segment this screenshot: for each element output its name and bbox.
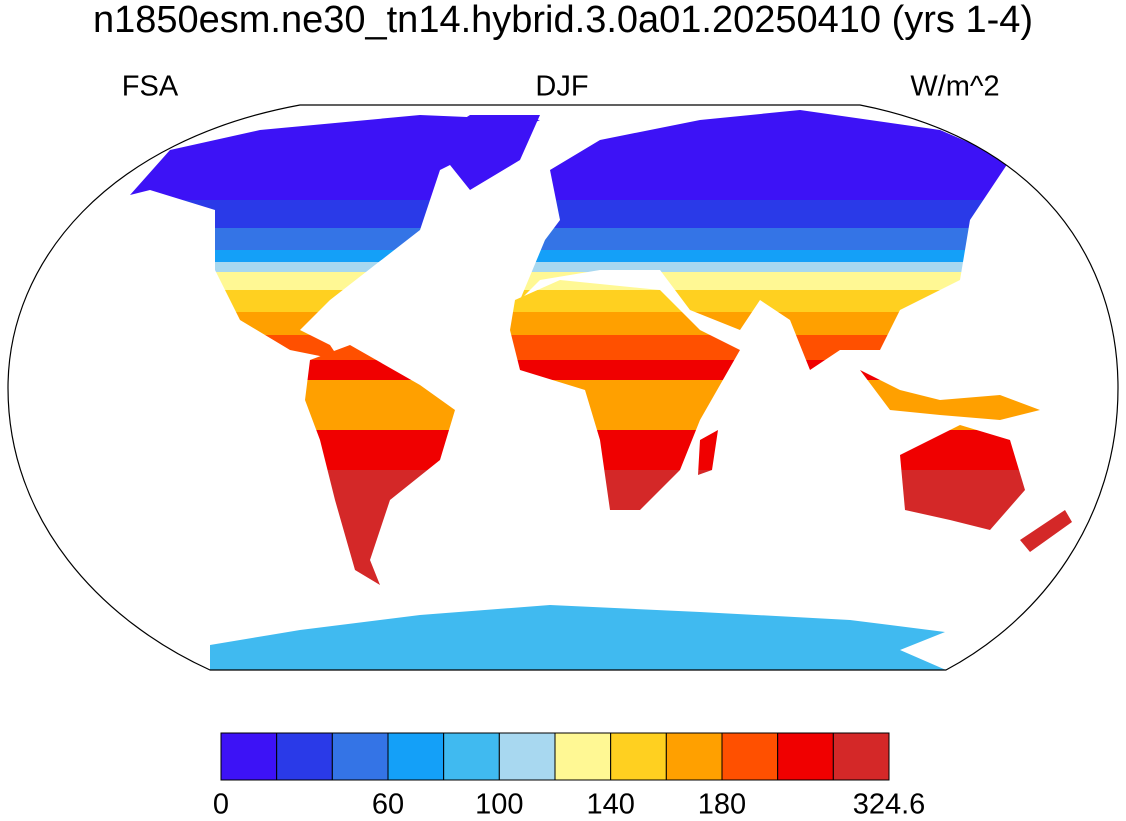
field-band <box>130 250 1072 262</box>
right-string: W/m^2 <box>910 71 999 103</box>
field-band <box>130 312 1072 335</box>
field-band <box>130 272 1072 290</box>
colorbar: 0 60 100 140 180 324.6 <box>213 732 926 821</box>
field-band <box>130 290 1072 312</box>
colorbar-box <box>832 732 890 781</box>
colorbar-label: 100 <box>475 789 523 821</box>
center-string: DJF <box>535 71 588 103</box>
colorbar-box <box>665 732 723 781</box>
field-band <box>130 430 1072 470</box>
colorbar-label: 140 <box>586 789 634 821</box>
colorbar-box <box>331 732 389 781</box>
colorbar-box <box>498 732 556 781</box>
colorbar-label: 180 <box>698 789 746 821</box>
field-band <box>130 335 1072 360</box>
colorbar-box <box>220 732 278 781</box>
field-band <box>130 470 1072 585</box>
field-band <box>130 200 1072 228</box>
colorbar-box <box>610 732 667 781</box>
map-border <box>7 104 1119 671</box>
colorbar-label: 324.6 <box>853 789 926 821</box>
colorbar-label: 60 <box>372 789 404 821</box>
map <box>130 110 1072 670</box>
field-band <box>130 360 1072 380</box>
field-band <box>130 380 1072 430</box>
land <box>130 110 1072 585</box>
antarctica <box>210 605 946 670</box>
colorbar-box <box>554 732 612 781</box>
colorbar-box <box>387 732 445 781</box>
colorbar-box <box>276 732 333 781</box>
title: n1850esm.ne30_tn14.hybrid.3.0a01.2025041… <box>93 0 1033 41</box>
field-band <box>130 228 1072 250</box>
colorbar-box <box>443 732 500 781</box>
left-string: FSA <box>122 71 179 103</box>
colorbar-box <box>721 732 779 781</box>
field-band <box>130 110 1072 200</box>
field-band <box>130 262 1072 272</box>
colorbar-label: 0 <box>213 789 229 821</box>
colorbar-box <box>777 732 834 781</box>
